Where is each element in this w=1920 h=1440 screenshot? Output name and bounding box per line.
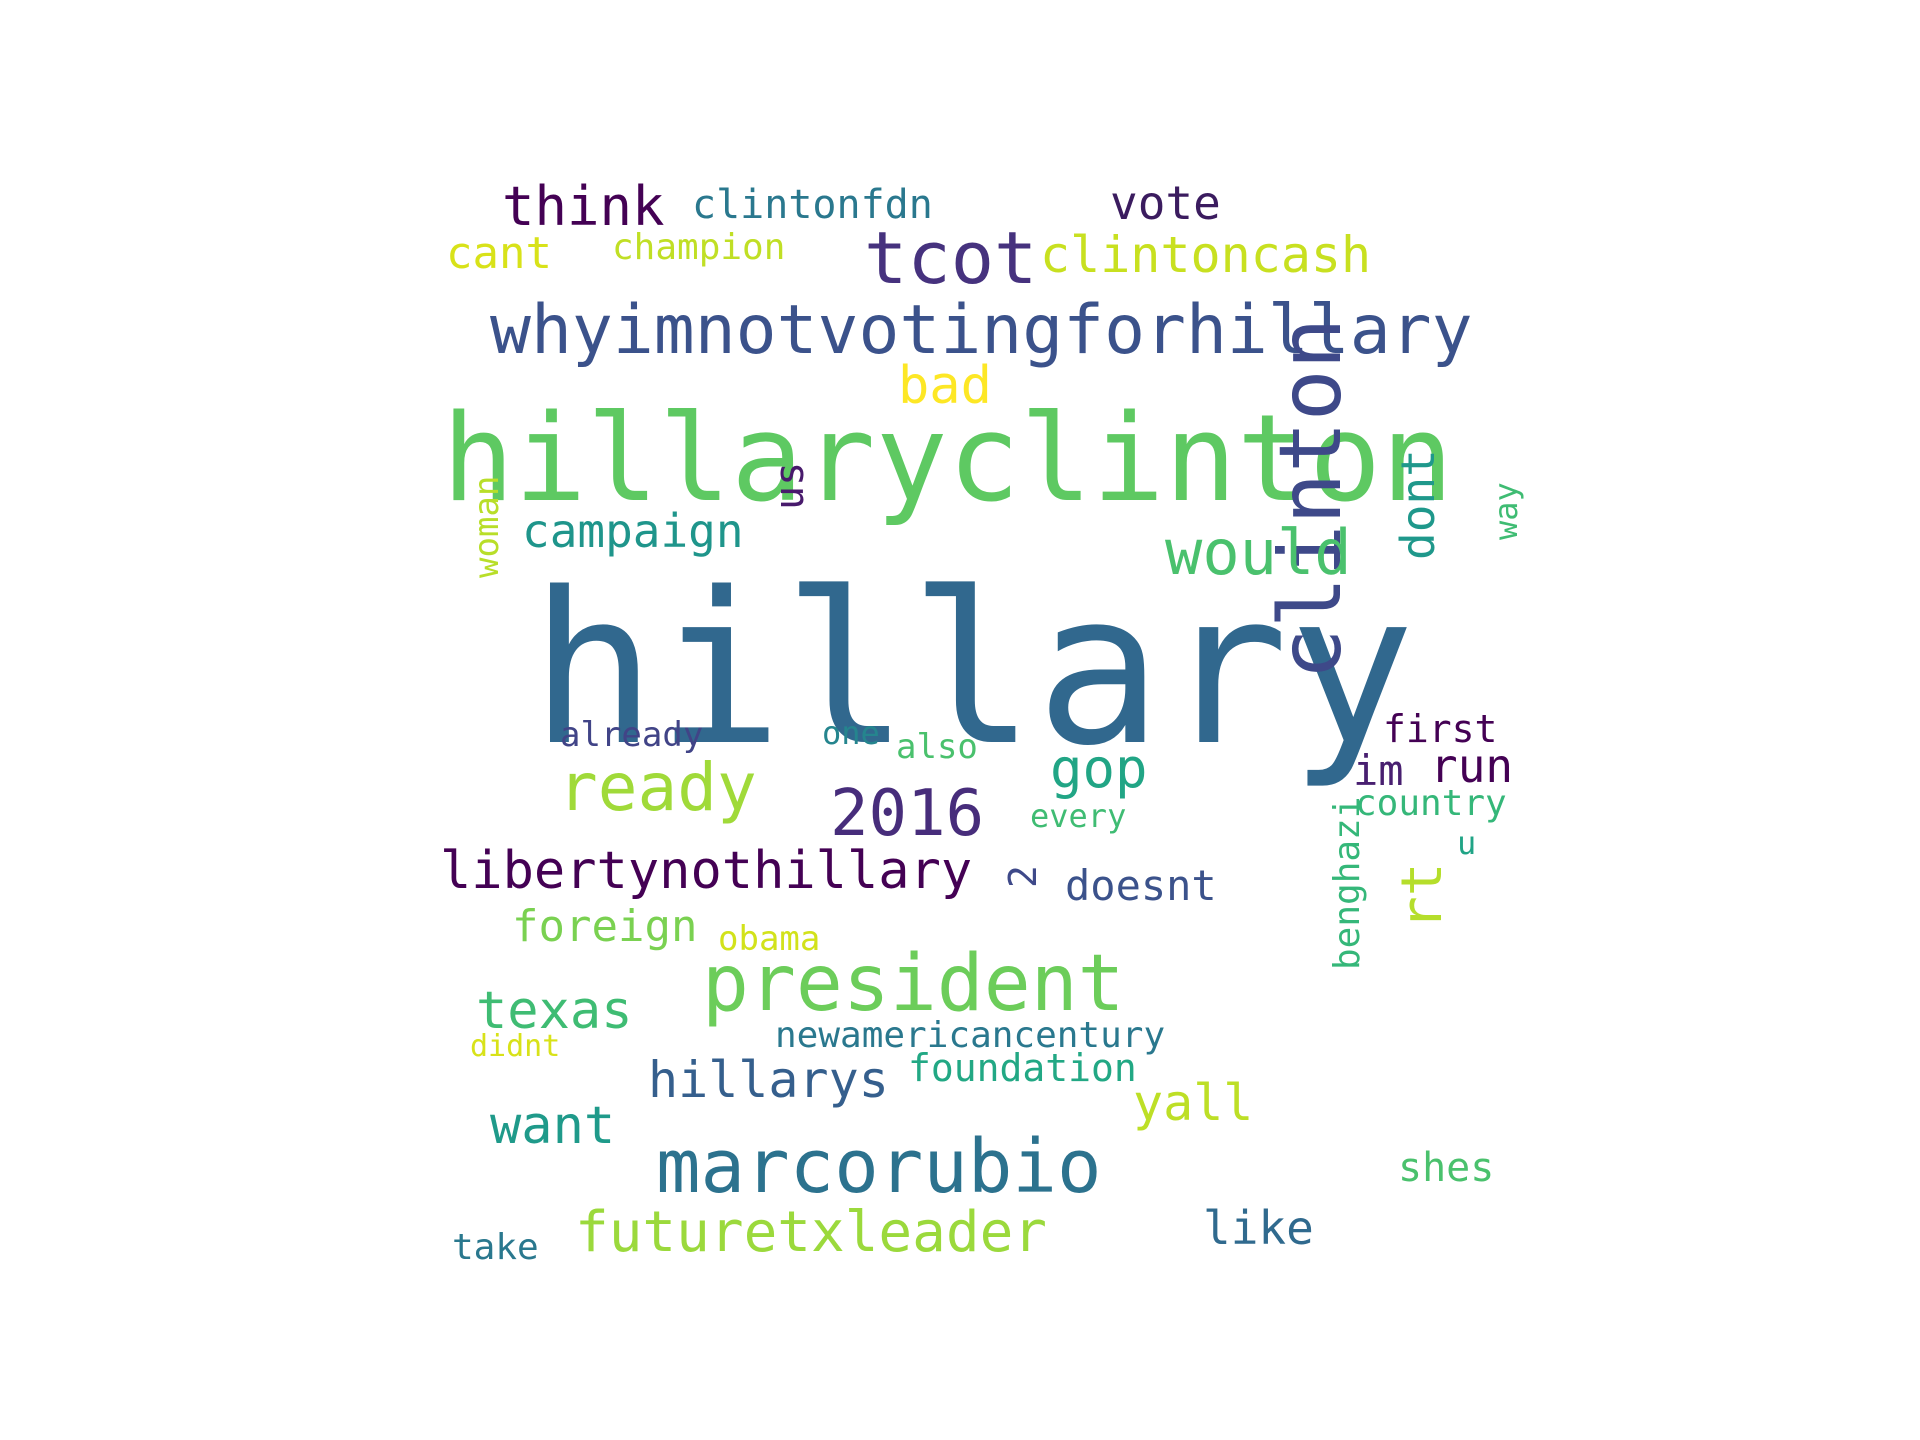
word-newamericancentury: newamericancentury xyxy=(775,1015,1166,1056)
word-foundation: foundation xyxy=(908,1046,1137,1090)
word-gop: gop xyxy=(1050,737,1148,800)
word-want: want xyxy=(490,1096,616,1156)
word-texas: texas xyxy=(476,981,633,1041)
word-ready: ready xyxy=(558,749,757,826)
word-every: every xyxy=(1030,797,1127,835)
word-hillary: hillary xyxy=(530,547,1416,792)
word-would: would xyxy=(1165,516,1352,589)
word-doesnt: doesnt xyxy=(1065,861,1217,910)
word-country: country xyxy=(1355,783,1507,824)
word-2016: 2016 xyxy=(830,777,985,851)
word-campaign: campaign xyxy=(522,504,744,558)
word-libertynothillary: libertynothillary xyxy=(440,841,973,901)
word-didnt: didnt xyxy=(470,1029,561,1064)
word-already: already xyxy=(560,715,704,755)
word-cant: cant xyxy=(446,228,552,279)
word-foreign: foreign xyxy=(512,901,698,952)
word-whyimnotvotingforhillary: whyimnotvotingforhillary xyxy=(490,291,1473,370)
word-woman: woman xyxy=(467,475,507,578)
word-champion: champion xyxy=(612,227,786,268)
word-im: im xyxy=(1353,746,1404,795)
word-rt: rt xyxy=(1390,862,1455,930)
word-like: like xyxy=(1203,1201,1314,1255)
word-futuretxleader: futuretxleader xyxy=(575,1200,1048,1265)
word-clinton: clinton xyxy=(1261,317,1361,680)
word-u: u xyxy=(1457,824,1477,862)
word-us: us xyxy=(767,461,813,510)
word-think: think xyxy=(502,175,665,238)
word-vote: vote xyxy=(1110,176,1221,230)
word-hillarys: hillarys xyxy=(648,1051,889,1109)
word-take: take xyxy=(452,1227,539,1268)
word-obama: obama xyxy=(718,919,821,959)
word-first: first xyxy=(1383,707,1498,751)
word-2: 2 xyxy=(1001,865,1045,888)
word-run: run xyxy=(1430,739,1514,793)
word-one: one xyxy=(822,714,880,752)
word-yall: yall xyxy=(1133,1074,1254,1132)
word-president: president xyxy=(702,939,1125,1029)
word-clintonfdn: clintonfdn xyxy=(692,182,933,228)
word-shes: shes xyxy=(1398,1145,1495,1191)
word-marcorubio: marcorubio xyxy=(656,1124,1102,1210)
word-hillaryclinton: hillaryclinton xyxy=(442,390,1454,529)
word-also: also xyxy=(896,727,978,767)
word-dont: dont xyxy=(1391,449,1445,560)
word-way: way xyxy=(1487,482,1525,540)
word-bad: bad xyxy=(898,356,992,416)
word-clintoncash: clintoncash xyxy=(1040,226,1372,284)
word-tcot: tcot xyxy=(864,216,1038,300)
